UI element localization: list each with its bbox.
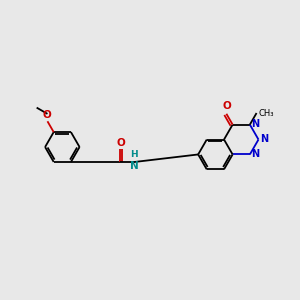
Text: N: N [251,149,259,160]
Text: N: N [251,119,259,129]
Text: O: O [222,101,231,111]
Text: O: O [42,110,51,120]
Text: N: N [130,161,139,171]
Text: O: O [117,138,125,148]
Text: H: H [130,150,138,159]
Text: CH₃: CH₃ [258,109,274,118]
Text: N: N [260,134,268,144]
